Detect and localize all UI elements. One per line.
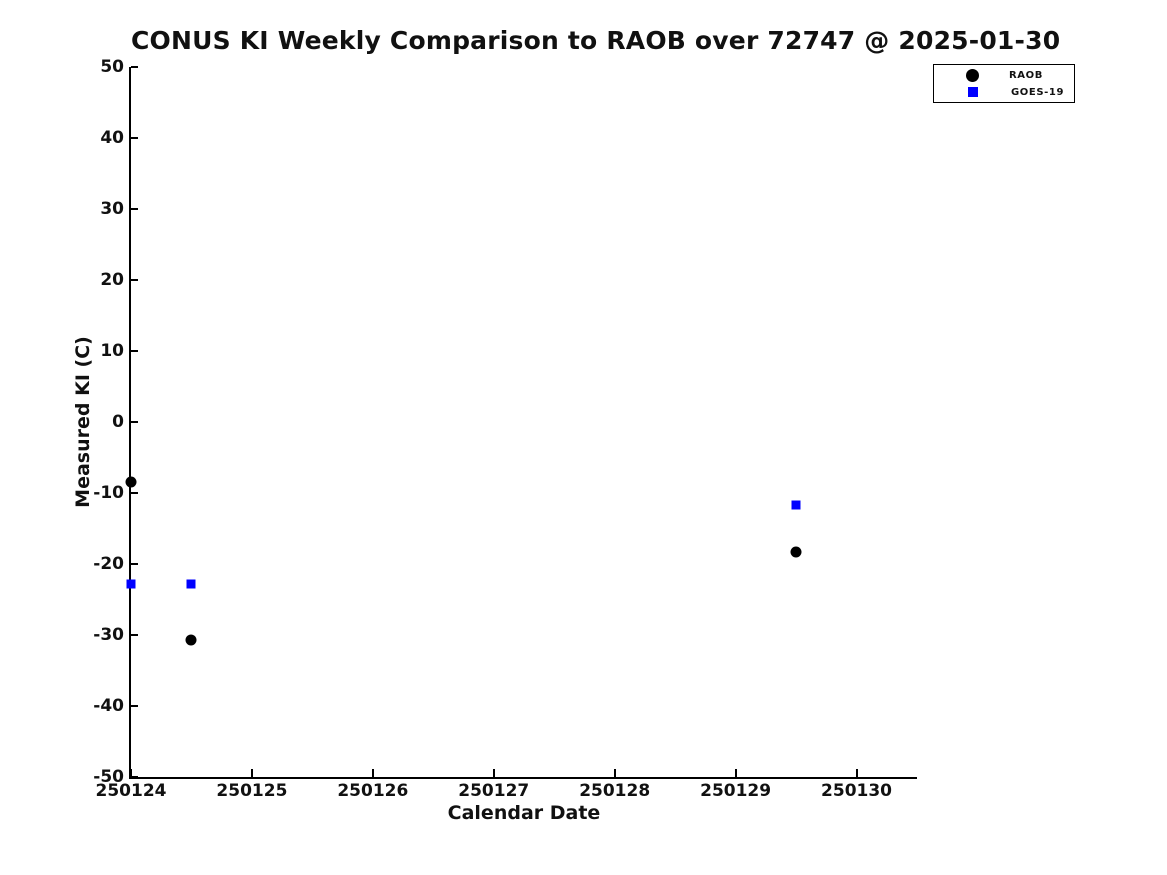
y-tick-label: -10 — [93, 483, 124, 503]
legend-label: RAOB — [1009, 69, 1043, 81]
y-tick-mark — [131, 705, 138, 707]
chart-title: CONUS KI Weekly Comparison to RAOB over … — [131, 26, 1061, 55]
x-tick-mark — [371, 769, 374, 777]
y-tick-mark — [131, 776, 138, 778]
raob-data-point — [125, 476, 137, 488]
y-tick-label: 50 — [100, 57, 124, 77]
x-tick-mark — [250, 769, 253, 777]
goes-19-data-point — [791, 500, 801, 510]
y-tick-mark — [131, 634, 138, 636]
y-tick-mark — [131, 279, 138, 281]
goes-19-data-point — [186, 579, 196, 589]
y-tick-mark — [131, 137, 138, 139]
x-tick-label: 250130 — [821, 781, 893, 801]
y-tick-mark — [131, 563, 138, 565]
square-icon — [968, 87, 978, 97]
y-tick-label: 0 — [112, 412, 124, 432]
x-tick-label: 250127 — [458, 781, 530, 801]
x-tick-label: 250126 — [337, 781, 409, 801]
legend-entry: GOES-19 — [934, 84, 1074, 101]
raob-data-point — [185, 634, 197, 646]
goes-19-data-point — [126, 579, 136, 589]
y-tick-label: 40 — [100, 128, 124, 148]
x-tick-label: 250129 — [700, 781, 772, 801]
y-tick-mark — [131, 66, 138, 68]
raob-data-point — [790, 546, 802, 558]
y-tick-label: -50 — [93, 767, 124, 787]
y-tick-label: -20 — [93, 554, 124, 574]
y-tick-mark — [131, 350, 138, 352]
y-tick-label: -40 — [93, 696, 124, 716]
y-tick-mark — [131, 492, 138, 494]
x-tick-label: 250124 — [95, 781, 167, 801]
x-tick-label: 250125 — [216, 781, 288, 801]
x-tick-mark — [613, 769, 616, 777]
legend-label: GOES-19 — [1011, 86, 1065, 98]
y-tick-label: -30 — [93, 625, 124, 645]
y-tick-mark — [131, 208, 138, 210]
x-tick-mark — [855, 769, 858, 777]
x-tick-label: 250128 — [579, 781, 651, 801]
legend-entry: RAOB — [934, 67, 1074, 84]
plot-area — [125, 66, 917, 779]
circle-icon — [966, 68, 979, 82]
y-tick-label: 10 — [100, 341, 124, 361]
x-tick-mark — [492, 769, 495, 777]
x-tick-mark — [130, 769, 132, 777]
y-tick-mark — [131, 421, 138, 423]
y-tick-label: 20 — [100, 270, 124, 290]
legend: RAOB GOES-19 — [933, 64, 1075, 103]
x-tick-mark — [734, 769, 737, 777]
y-tick-label: 30 — [100, 199, 124, 219]
x-axis-label: Calendar Date — [447, 802, 601, 824]
